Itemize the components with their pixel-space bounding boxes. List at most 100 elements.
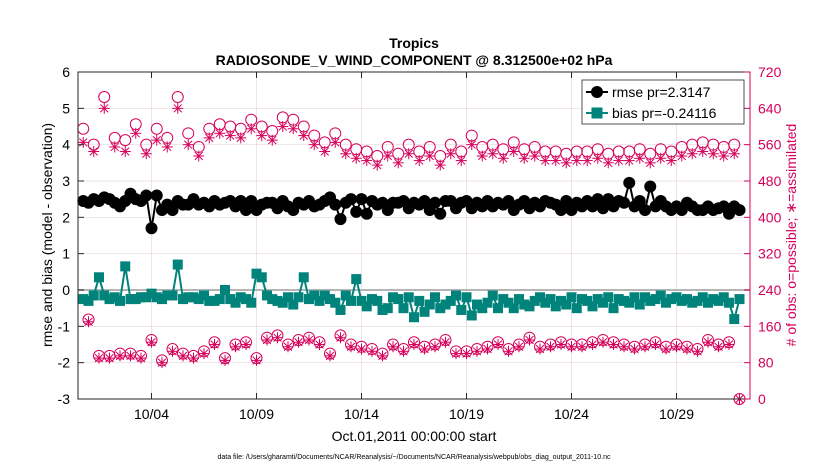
asterisk-stroke <box>310 140 319 149</box>
assimilated-obs-marker <box>707 148 719 160</box>
y-tick-label: -3 <box>58 391 71 407</box>
asterisk-stroke <box>609 340 618 349</box>
asterisk-stroke <box>572 156 581 165</box>
bias-point <box>125 294 136 305</box>
assimilated-obs-marker <box>135 352 147 364</box>
bias-point <box>419 306 430 317</box>
asterisk-stroke <box>724 340 734 349</box>
bias-point <box>503 297 514 308</box>
asterisk-stroke <box>525 335 534 345</box>
bias-point <box>398 303 409 314</box>
bias-point <box>713 295 724 306</box>
assimilated-obs-marker <box>230 341 241 353</box>
assimilated-obs-marker <box>382 150 394 162</box>
asterisk-stroke <box>730 149 739 158</box>
asterisk-stroke <box>320 147 329 156</box>
assimilated-obs-marker <box>146 336 157 348</box>
bias-point <box>340 290 351 301</box>
assimilated-obs-marker <box>476 150 488 162</box>
bias-point <box>424 299 435 310</box>
asterisk-stroke <box>509 147 518 156</box>
y-tick-label: 0 <box>62 282 70 298</box>
series-layer <box>77 176 746 325</box>
asterisk-stroke <box>268 135 277 145</box>
assimilated-obs-marker <box>167 345 178 357</box>
rmse-point <box>644 180 657 193</box>
asterisk-stroke <box>520 154 529 163</box>
asterisk-stroke <box>257 131 266 140</box>
bias-point <box>199 290 209 301</box>
bias-point <box>487 290 498 301</box>
rmse-point <box>345 193 357 206</box>
assimilated-obs-marker <box>571 155 583 167</box>
bias-point <box>729 314 740 325</box>
asterisk-stroke <box>357 344 366 354</box>
asterisk-stroke <box>514 342 524 352</box>
legend-rmse-label: rmse pr=2.3147 <box>612 84 711 100</box>
assimilated-obs-marker <box>440 336 451 348</box>
bias-point <box>561 299 572 310</box>
x-tick-label: 10/14 <box>344 406 379 422</box>
asterisk-stroke <box>404 149 413 158</box>
assimilated-obs-marker <box>392 157 404 169</box>
bias-point <box>330 297 341 308</box>
rmse-point <box>329 198 342 211</box>
assimilated-obs-marker <box>718 150 730 162</box>
bias-point <box>661 297 671 308</box>
y-tick-label: 5 <box>62 100 70 116</box>
bias-point <box>682 294 692 305</box>
assimilated-obs-marker <box>597 336 609 348</box>
bias-point <box>88 290 99 301</box>
assimilated-obs-marker <box>140 148 152 160</box>
asterisk-stroke <box>168 347 177 356</box>
bias-point <box>498 294 509 305</box>
bias-point <box>262 290 272 301</box>
assimilated-obs-marker <box>277 121 289 132</box>
rmse-point <box>502 194 515 207</box>
bias-point <box>136 292 146 303</box>
rmse-point <box>140 189 153 202</box>
assimilated-obs-marker <box>529 150 541 162</box>
asterisk-stroke <box>714 342 723 352</box>
asterisk-stroke <box>415 156 424 165</box>
possible-obs-marker <box>119 134 132 147</box>
possible-obs-marker <box>171 90 184 103</box>
y-tick-label: -1 <box>58 318 71 334</box>
asterisk-stroke <box>352 154 361 163</box>
asterisk-stroke <box>346 342 356 352</box>
bias-point <box>277 297 288 308</box>
bias-point <box>235 292 246 303</box>
bias-point <box>214 294 225 305</box>
assimilated-obs-marker <box>224 130 236 142</box>
bias-point <box>209 295 220 306</box>
assimilated-obs-marker <box>629 343 640 355</box>
bias-point <box>99 290 110 301</box>
bias-point <box>403 292 414 303</box>
assimilated-obs-marker <box>487 148 499 160</box>
bias-point <box>356 295 367 306</box>
assimilated-obs-marker <box>98 102 110 114</box>
assimilated-obs-marker <box>293 336 304 348</box>
assimilated-obs-marker <box>340 148 352 160</box>
asterisk-stroke <box>341 149 350 158</box>
bias-point <box>587 301 598 312</box>
assimilated-obs-marker <box>188 352 199 364</box>
asterisk-stroke <box>226 131 235 140</box>
bias-point <box>519 299 530 310</box>
assimilated-obs-marker <box>581 155 593 167</box>
bias-point <box>613 294 624 305</box>
asterisk-stroke <box>441 337 450 347</box>
asterisk-stroke <box>462 349 471 358</box>
asterisk-stroke <box>152 135 161 145</box>
asterisk-stroke <box>283 342 293 352</box>
asterisk-stroke <box>331 138 340 147</box>
bias-point <box>650 294 661 305</box>
bias-point <box>582 295 593 306</box>
asterisk-stroke <box>378 351 387 361</box>
bias-point <box>167 290 178 301</box>
assimilated-obs-marker <box>335 332 346 344</box>
assimilated-obs-marker <box>161 141 173 153</box>
asterisk-stroke <box>362 156 371 165</box>
asterisk-stroke <box>210 340 219 349</box>
asterisk-stroke <box>661 344 671 354</box>
